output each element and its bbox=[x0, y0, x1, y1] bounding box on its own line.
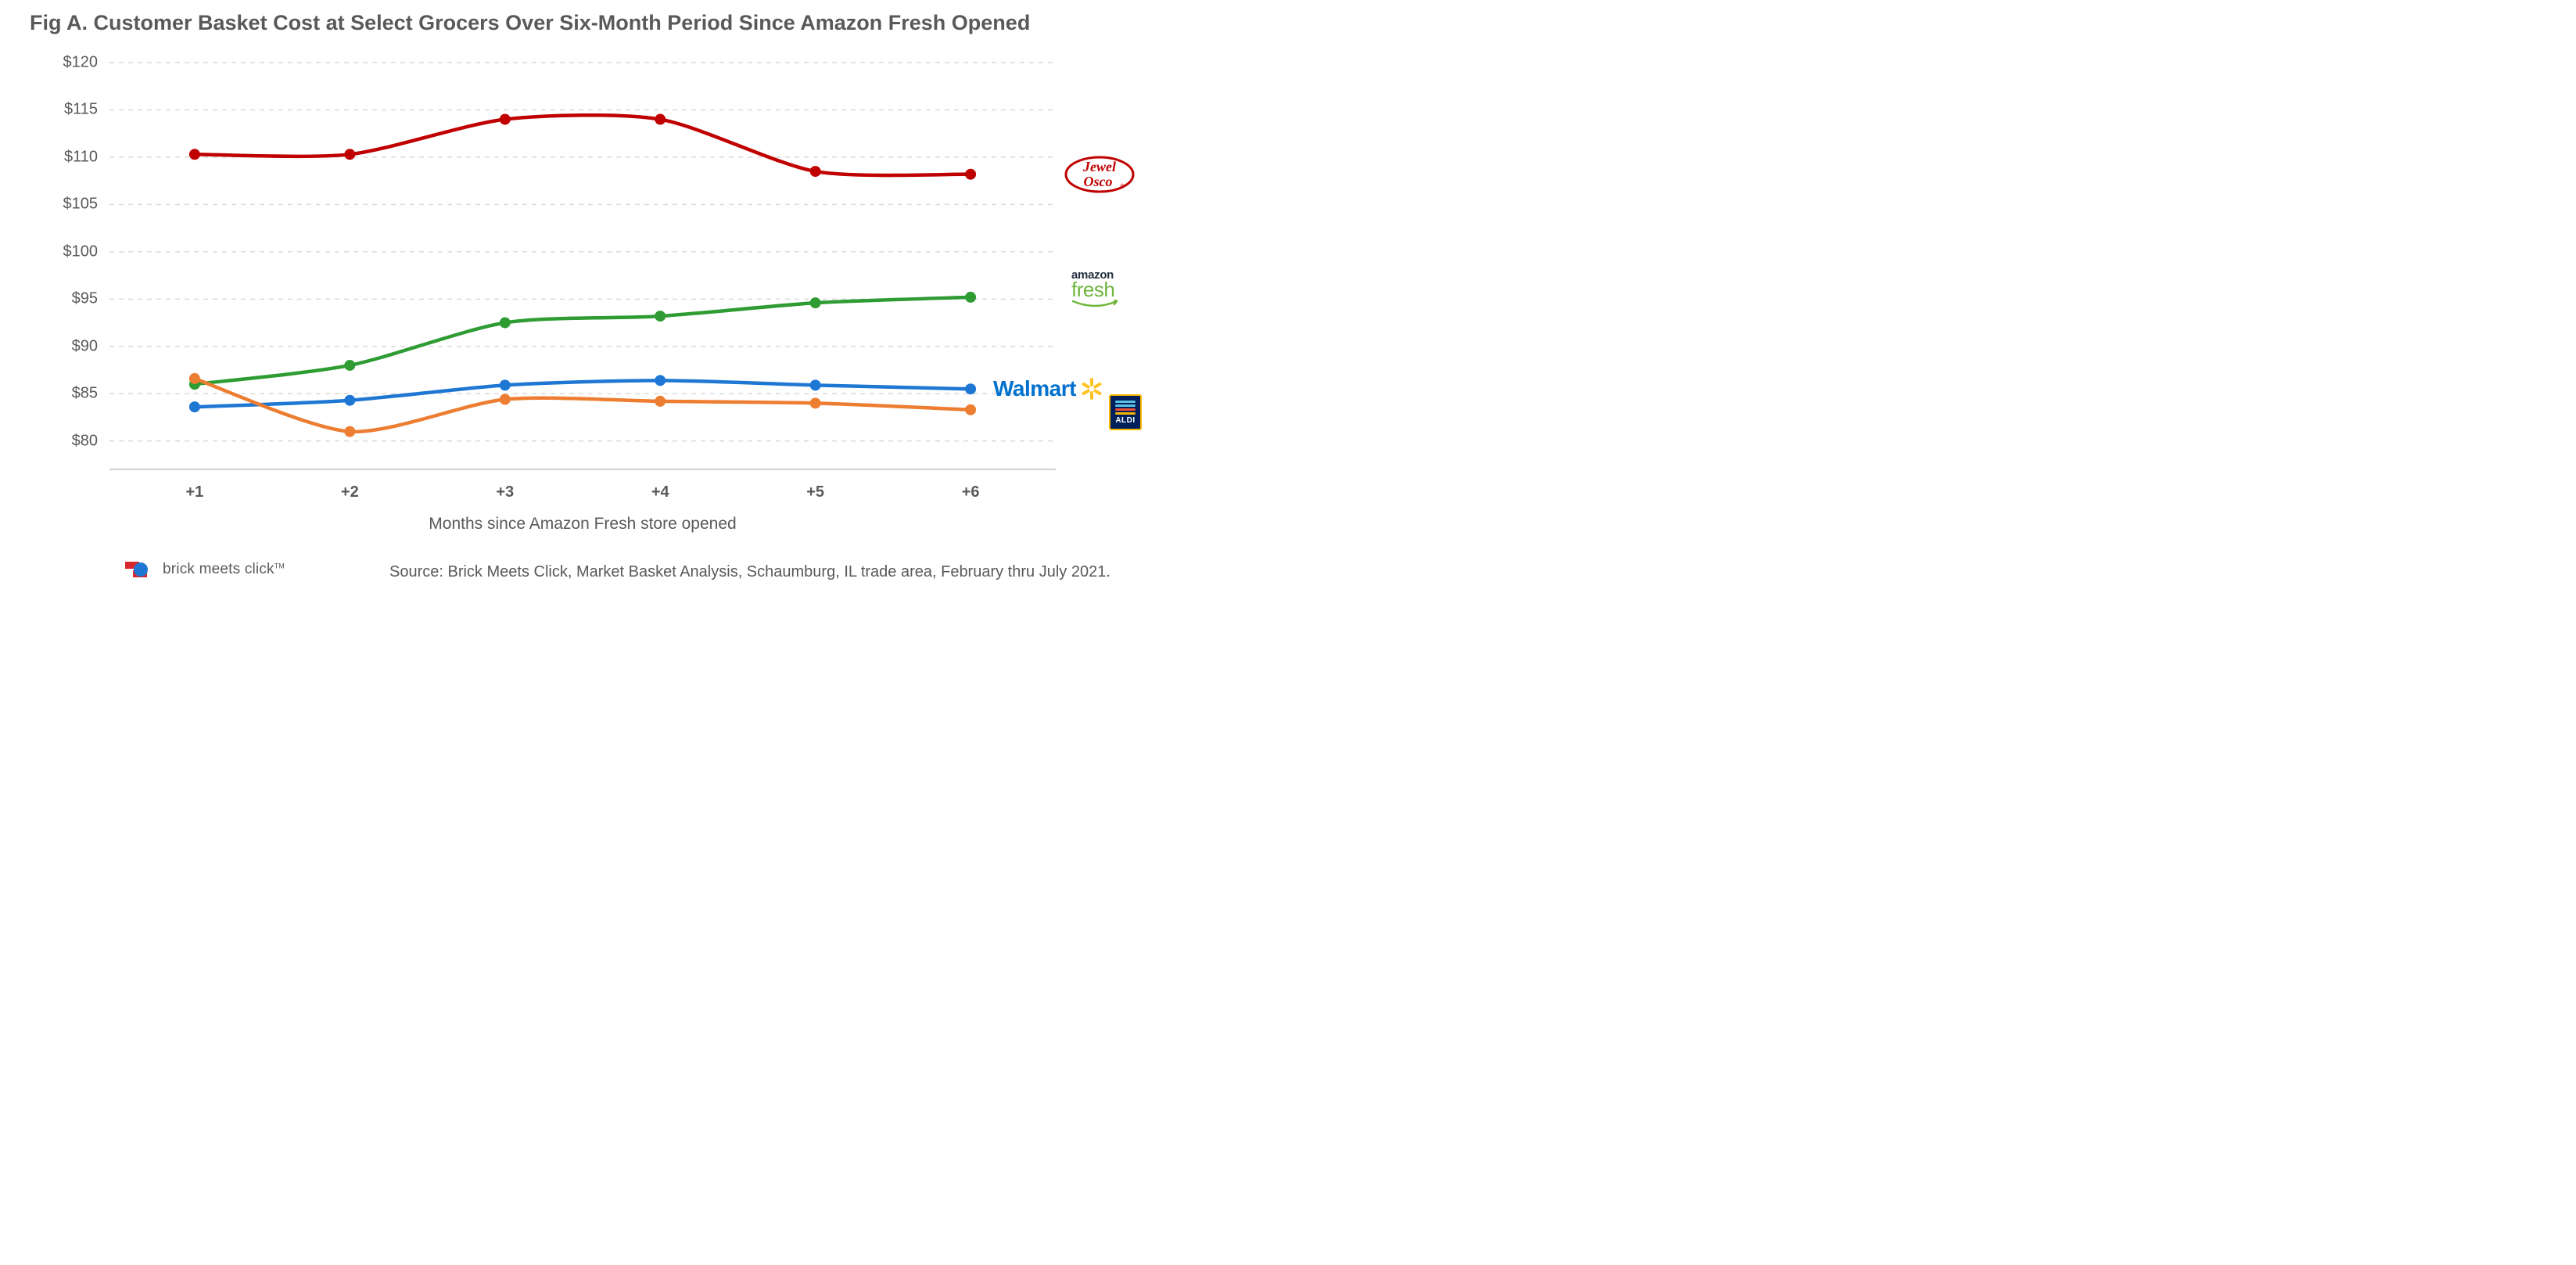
bmc-logo-text: brick meets click bbox=[163, 561, 274, 577]
source-citation: Source: Brick Meets Click, Market Basket… bbox=[389, 563, 1110, 581]
series-marker-aldi bbox=[655, 396, 666, 407]
series-marker-walmart bbox=[655, 375, 666, 386]
x-tick-label: +1 bbox=[185, 483, 203, 501]
walmart-spark-icon bbox=[1081, 378, 1103, 400]
jewel-text-1: Jewel bbox=[1082, 159, 1116, 174]
series-marker-walmart bbox=[189, 401, 200, 412]
jewel-text-2: Osco bbox=[1084, 174, 1113, 189]
aldi-text: ALDI bbox=[1115, 416, 1135, 425]
y-tick-label: $115 bbox=[64, 101, 98, 119]
series-marker-walmart bbox=[965, 383, 976, 394]
series-marker-jewel_osco bbox=[500, 114, 511, 125]
series-marker-aldi bbox=[810, 397, 821, 408]
y-tick-label: $120 bbox=[63, 54, 99, 72]
chart-lines bbox=[109, 63, 1056, 469]
series-marker-jewel_osco bbox=[344, 149, 355, 160]
bmc-logo-tm: TM bbox=[274, 562, 285, 570]
x-tick-label: +4 bbox=[651, 483, 669, 501]
series-marker-amazon_fresh bbox=[344, 360, 355, 371]
series-marker-jewel_osco bbox=[189, 149, 200, 160]
series-marker-amazon_fresh bbox=[655, 311, 666, 322]
series-marker-amazon_fresh bbox=[965, 292, 976, 303]
series-line-amazon_fresh bbox=[195, 297, 970, 384]
x-tick-label: +6 bbox=[962, 483, 980, 501]
chart-title: Fig A. Customer Basket Cost at Select Gr… bbox=[30, 11, 1030, 35]
x-tick-label: +5 bbox=[806, 483, 824, 501]
y-tick-label: $100 bbox=[63, 243, 99, 261]
amazon-smile-icon bbox=[1071, 300, 1126, 311]
aldi-stripes-icon bbox=[1115, 401, 1136, 415]
series-marker-jewel_osco bbox=[655, 114, 666, 125]
series-marker-aldi bbox=[965, 404, 976, 415]
chart-plot-area bbox=[109, 63, 1056, 469]
legend-jewel-osco: Jewel Osco ® bbox=[1064, 155, 1136, 194]
y-tick-label: $110 bbox=[64, 148, 98, 166]
series-line-jewel_osco bbox=[195, 115, 970, 175]
series-marker-amazon_fresh bbox=[810, 297, 821, 308]
bmc-logo-icon bbox=[125, 559, 156, 580]
series-marker-amazon_fresh bbox=[500, 318, 511, 329]
y-tick-label: $90 bbox=[72, 337, 98, 355]
x-tick-label: +3 bbox=[496, 483, 514, 501]
series-marker-walmart bbox=[500, 379, 511, 390]
series-marker-jewel_osco bbox=[810, 166, 821, 177]
series-marker-aldi bbox=[500, 394, 511, 405]
legend-walmart: Walmart bbox=[993, 376, 1103, 401]
x-axis-title: Months since Amazon Fresh store opened bbox=[429, 515, 736, 534]
brick-meets-click-logo: brick meets clickTM bbox=[125, 559, 285, 580]
series-marker-walmart bbox=[344, 395, 355, 406]
series-marker-walmart bbox=[810, 379, 821, 390]
series-marker-aldi bbox=[189, 373, 200, 384]
fresh-text: fresh bbox=[1071, 279, 1126, 300]
y-tick-label: $80 bbox=[72, 432, 98, 450]
walmart-text: Walmart bbox=[993, 376, 1076, 401]
y-tick-label: $105 bbox=[63, 196, 99, 214]
legend-amazon-fresh: amazon fresh bbox=[1071, 269, 1126, 314]
series-marker-jewel_osco bbox=[965, 169, 976, 180]
jewel-tm: ® bbox=[1120, 183, 1125, 189]
y-tick-label: $85 bbox=[72, 385, 98, 403]
y-tick-label: $95 bbox=[72, 290, 98, 308]
legend-aldi: ALDI bbox=[1109, 394, 1142, 430]
x-tick-label: +2 bbox=[341, 483, 359, 501]
series-marker-aldi bbox=[344, 426, 355, 437]
